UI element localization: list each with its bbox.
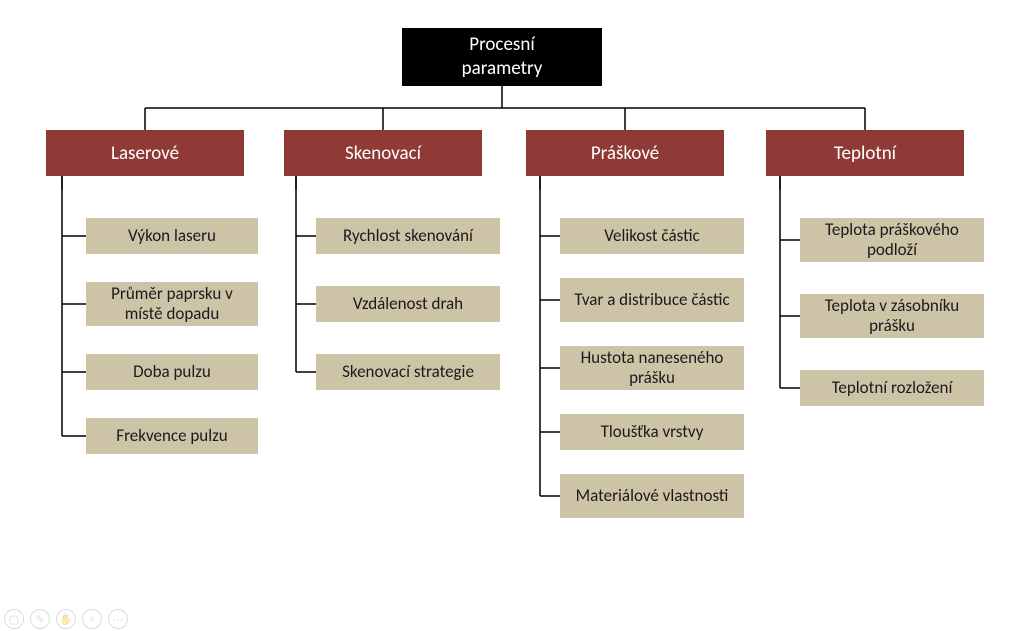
leaf-scan-2: Skenovací strategie bbox=[316, 354, 500, 390]
leaf-powder-4: Materiálové vlastnosti bbox=[560, 474, 744, 518]
leaf-laser-1: Průměr paprsku v místě dopadu bbox=[86, 282, 258, 326]
leaf-scan-0: Rychlost skenování bbox=[316, 218, 500, 254]
leaf-powder-1: Tvar a distribuce částic bbox=[560, 278, 744, 322]
pen-icon[interactable]: ✎ bbox=[30, 609, 50, 629]
leaf-scan-1: Vzdálenost drah bbox=[316, 286, 500, 322]
category-laser: Laserové bbox=[46, 130, 244, 176]
category-thermal: Teplotní bbox=[766, 130, 964, 176]
bottom-toolbar: ▢ ✎ ✋ ⌕ ⋯ bbox=[4, 609, 128, 629]
root-node: Procesní parametry bbox=[402, 28, 602, 86]
category-powder: Práškové bbox=[526, 130, 724, 176]
leaf-thermal-1: Teplota v zásobníku prášku bbox=[800, 294, 984, 338]
pointer-icon[interactable]: ▢ bbox=[4, 609, 24, 629]
leaf-powder-0: Velikost částic bbox=[560, 218, 744, 254]
leaf-thermal-2: Teplotní rozložení bbox=[800, 370, 984, 406]
zoom-icon[interactable]: ⌕ bbox=[82, 609, 102, 629]
leaf-laser-3: Frekvence pulzu bbox=[86, 418, 258, 454]
leaf-powder-2: Hustota naneseného prášku bbox=[560, 346, 744, 390]
category-scan: Skenovací bbox=[284, 130, 482, 176]
leaf-laser-0: Výkon laseru bbox=[86, 218, 258, 254]
leaf-thermal-0: Teplota práškového podloží bbox=[800, 218, 984, 262]
hand-icon[interactable]: ✋ bbox=[56, 609, 76, 629]
leaf-laser-2: Doba pulzu bbox=[86, 354, 258, 390]
more-icon[interactable]: ⋯ bbox=[108, 609, 128, 629]
leaf-powder-3: Tloušťka vrstvy bbox=[560, 414, 744, 450]
